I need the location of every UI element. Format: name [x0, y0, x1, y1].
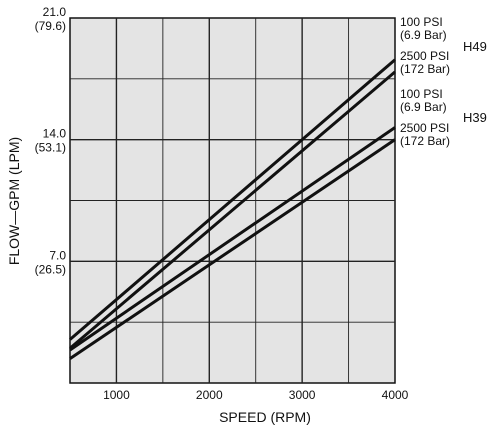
y-tick-label: 7.0	[49, 248, 66, 262]
legend-pressure-metric: (172 Bar)	[400, 62, 450, 76]
series-line-h39-2	[69, 126, 396, 352]
x-tick-label: 1000	[103, 388, 130, 402]
legend-pressure-metric: (6.9 Bar)	[400, 100, 447, 114]
legend-pressure: 100 PSI	[400, 87, 443, 101]
y-axis-title: FLOW—GPM (LPM)	[6, 137, 22, 265]
series-line-h39-3	[69, 138, 396, 360]
legend-pressure-metric: (6.9 Bar)	[400, 28, 447, 42]
model-label: H49	[463, 39, 487, 54]
model-label: H39	[463, 110, 487, 125]
legend-pressure: 100 PSI	[400, 15, 443, 29]
series-line-h49-1	[69, 70, 396, 350]
y-tick-sublabel: (26.5)	[35, 262, 66, 276]
legend-pressure: 2500 PSI	[400, 121, 449, 135]
legend-pressure-metric: (172 Bar)	[400, 134, 450, 148]
y-tick-label: 14.0	[43, 127, 67, 141]
series-line-h49-0	[69, 58, 396, 341]
y-tick-sublabel: (53.1)	[35, 141, 66, 155]
y-tick-sublabel: (79.6)	[35, 19, 66, 33]
legend-pressure: 2500 PSI	[400, 49, 449, 63]
x-tick-label: 4000	[382, 388, 409, 402]
y-tick-label: 21.0	[43, 5, 67, 19]
y-tick-labels: 7.0(26.5) 14.0(53.1) 21.0(79.6)	[35, 5, 67, 276]
x-axis-title: SPEED (RPM)	[219, 409, 311, 425]
series-lines	[69, 58, 396, 360]
x-tick-label: 3000	[289, 388, 316, 402]
legend: 100 PSI(6.9 Bar)2500 PSI(172 Bar)100 PSI…	[400, 15, 487, 148]
x-tick-labels: 1000 2000 3000 4000	[103, 388, 409, 402]
x-tick-label: 2000	[196, 388, 223, 402]
